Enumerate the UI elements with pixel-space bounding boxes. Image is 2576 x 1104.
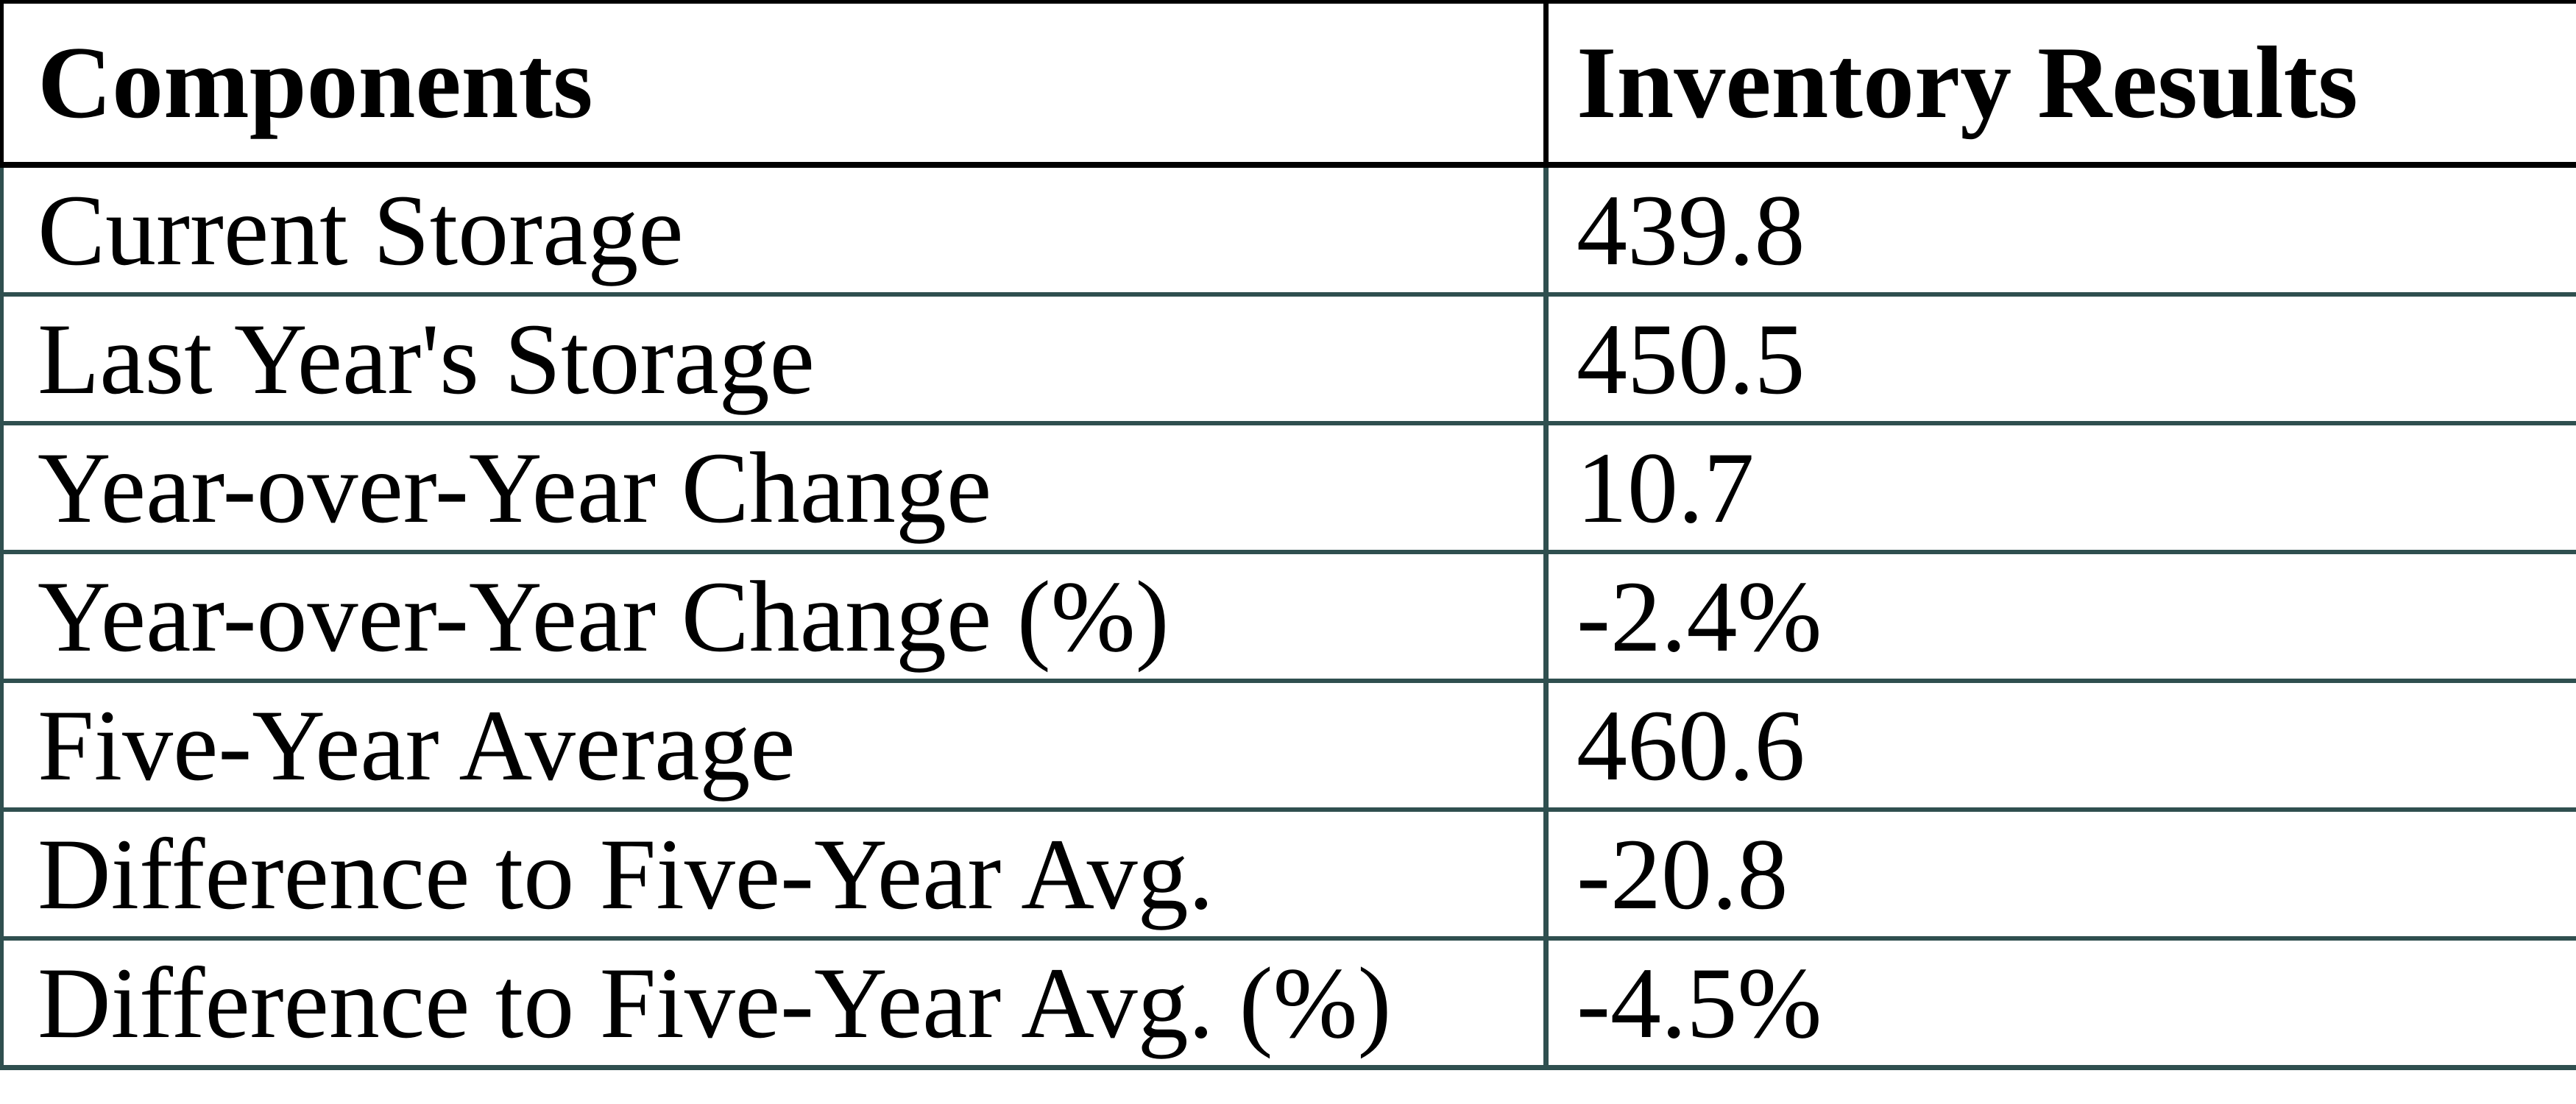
column-header-inventory-results: Inventory Results bbox=[1543, 0, 2576, 168]
inventory-value: -2.4% bbox=[1543, 550, 2576, 683]
table-row: Difference to Five-Year Avg. (%) -4.5% bbox=[0, 936, 2576, 1070]
component-label: Year-over-Year Change (%) bbox=[0, 550, 1549, 683]
table-row: Difference to Five-Year Avg. -20.8 bbox=[0, 807, 2576, 941]
inventory-value: 450.5 bbox=[1543, 292, 2576, 425]
component-label: Difference to Five-Year Avg. bbox=[0, 807, 1549, 941]
table-body: Current Storage 439.8 Last Year's Storag… bbox=[0, 163, 2576, 1070]
inventory-value: 439.8 bbox=[1543, 163, 2576, 297]
inventory-value: -4.5% bbox=[1543, 936, 2576, 1070]
table-row: Year-over-Year Change 10.7 bbox=[0, 421, 2576, 554]
table-row: Current Storage 439.8 bbox=[0, 163, 2576, 297]
component-label: Difference to Five-Year Avg. (%) bbox=[0, 936, 1549, 1070]
inventory-value: 10.7 bbox=[1543, 421, 2576, 554]
component-label: Last Year's Storage bbox=[0, 292, 1549, 425]
inventory-results-table: Components Inventory Results Current Sto… bbox=[0, 0, 2576, 1070]
component-label: Five-Year Average bbox=[0, 679, 1549, 812]
inventory-value: 460.6 bbox=[1543, 679, 2576, 812]
table-header: Components Inventory Results bbox=[0, 0, 2576, 168]
component-label: Current Storage bbox=[0, 163, 1549, 297]
column-header-components: Components bbox=[0, 0, 1549, 168]
table-row: Year-over-Year Change (%) -2.4% bbox=[0, 550, 2576, 683]
component-label: Year-over-Year Change bbox=[0, 421, 1549, 554]
header-row: Components Inventory Results bbox=[0, 0, 2576, 168]
table-row: Last Year's Storage 450.5 bbox=[0, 292, 2576, 425]
table-row: Five-Year Average 460.6 bbox=[0, 679, 2576, 812]
inventory-value: -20.8 bbox=[1543, 807, 2576, 941]
